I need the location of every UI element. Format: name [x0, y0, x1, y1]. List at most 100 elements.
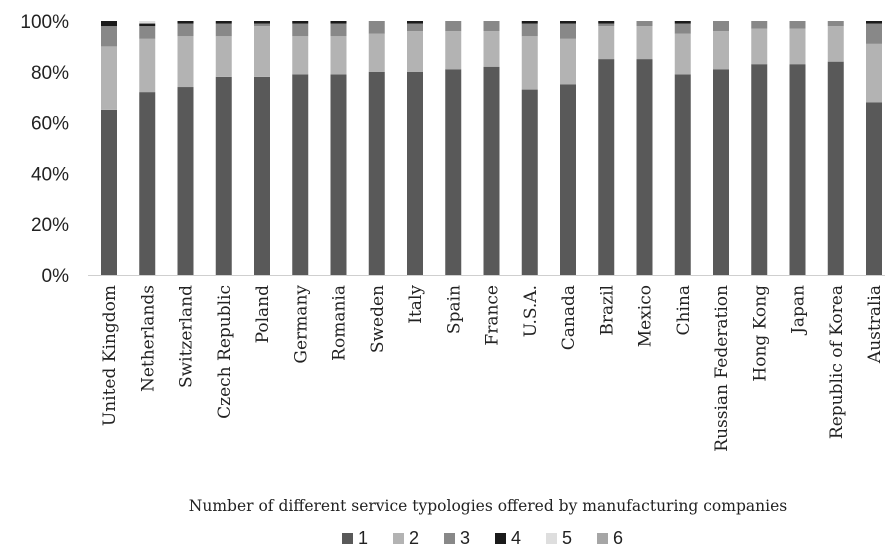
bar-segment-1: [521, 89, 538, 275]
bar-segment-1: [827, 61, 844, 275]
bar-segment-2: [866, 43, 882, 103]
bar-segment-3: [254, 23, 270, 27]
x-tick-label: Republic of Korea: [827, 285, 847, 439]
bar-segment-4: [177, 21, 194, 24]
bar-segment-4: [407, 21, 423, 24]
bar-segment-4: [560, 21, 576, 24]
bar-segment-4: [292, 21, 309, 24]
bar-segment-3: [866, 23, 882, 44]
legend-label: 3: [460, 528, 470, 548]
bar-segment-2: [521, 36, 538, 90]
bar-segment-2: [789, 28, 806, 65]
bar-segment-3: [101, 26, 117, 47]
x-tick-label: Czech Republic: [215, 285, 235, 419]
bar-segment-1: [330, 74, 347, 275]
bar-segment-2: [598, 26, 615, 60]
bar-segment-2: [827, 26, 844, 62]
bar-segment-5: [139, 21, 156, 24]
bar-segment-4: [330, 21, 347, 24]
x-axis: United Kingdom Netherlands Switzerland Czec…: [88, 275, 885, 452]
bar-segment-2: [215, 36, 232, 77]
bar-segment-3: [636, 21, 653, 27]
bar-segment-1: [292, 74, 309, 275]
bar-segment-1: [560, 84, 576, 275]
bar-segment-2: [713, 31, 729, 70]
bar-segment-3: [330, 23, 347, 37]
bar-segment-2: [101, 46, 117, 110]
bar-segment-4: [215, 21, 232, 24]
x-tick-label: Spain: [444, 285, 464, 334]
bar-segment-4: [674, 21, 691, 24]
bar-segment-2: [330, 36, 347, 75]
x-tick-label: Sweden: [368, 285, 388, 353]
bar-segment-3: [713, 21, 729, 32]
bar-segment-4: [598, 21, 615, 24]
bar-segment-4: [866, 21, 882, 24]
bar-segment-2: [751, 28, 768, 65]
bar-segment-3: [674, 23, 691, 34]
y-tick-label: 40%: [31, 164, 69, 185]
x-tick-label: Canada: [559, 285, 579, 350]
bar-segment-1: [407, 71, 423, 275]
x-tick-label: Germany: [291, 285, 311, 364]
bar-segment-3: [521, 23, 538, 37]
bar-segment-2: [368, 33, 385, 72]
bar-segment-3: [407, 23, 423, 32]
bar-segment-1: [713, 69, 729, 275]
bar-segment-3: [215, 23, 232, 37]
bar-segment-3: [789, 21, 806, 29]
bar-segment-3: [139, 26, 156, 39]
y-tick-label: 20%: [31, 215, 69, 236]
y-tick-label: 0%: [42, 266, 70, 287]
x-tick-label: Australia: [865, 285, 885, 364]
bar-segment-2: [674, 33, 691, 75]
bar-segment-1: [215, 76, 232, 275]
bar-segment-1: [445, 69, 462, 275]
bar-segment-1: [789, 64, 806, 276]
bar-segment-1: [598, 59, 615, 275]
bar-segment-3: [445, 21, 462, 32]
y-tick-label: 80%: [31, 63, 69, 84]
x-tick-label: France: [483, 285, 503, 346]
y-tick-label: 60%: [31, 114, 69, 135]
bar-segment-2: [292, 36, 309, 75]
x-tick-label: United Kingdom: [100, 285, 120, 426]
legend-swatch-5: [546, 533, 557, 544]
legend-swatch-1: [342, 533, 353, 544]
x-tick-label: Brazil: [597, 285, 617, 336]
bar-segment-1: [751, 64, 768, 276]
legend-label: 5: [562, 528, 572, 548]
bar-segment-3: [598, 23, 615, 27]
bar-segment-2: [177, 36, 194, 88]
x-tick-label: Romania: [330, 285, 350, 361]
bar-segment-3: [368, 21, 385, 34]
bar-segment-3: [177, 23, 194, 37]
bar-segment-2: [254, 26, 270, 77]
bar-segment-2: [407, 31, 423, 72]
bar-segment-1: [483, 66, 500, 275]
x-tick-label: Switzerland: [177, 285, 197, 388]
bar-segment-1: [177, 87, 194, 275]
legend-swatch-6: [597, 533, 608, 544]
x-tick-label: Mexico: [636, 285, 656, 347]
bar-segment-1: [254, 76, 270, 275]
legend-swatch-2: [393, 533, 404, 544]
bar-segment-3: [483, 21, 500, 32]
x-tick-label: China: [674, 285, 694, 335]
x-tick-label: Japan: [789, 285, 809, 336]
y-tick-label: 100%: [20, 12, 69, 33]
bar-segment-4: [254, 21, 270, 24]
bar-segment-4: [139, 23, 156, 27]
legend: 1 2 3 4 5 6: [342, 528, 623, 548]
x-axis-label: Number of different service typologies o…: [189, 497, 787, 515]
bar-segment-2: [139, 38, 156, 93]
bar-segment-2: [445, 31, 462, 70]
legend-label: 1: [358, 528, 368, 548]
bars: [101, 21, 882, 276]
legend-swatch-4: [495, 533, 506, 544]
bar-segment-1: [101, 109, 117, 276]
x-tick-label: Poland: [253, 285, 273, 344]
bar-segment-1: [368, 71, 385, 275]
bar-segment-3: [292, 23, 309, 37]
